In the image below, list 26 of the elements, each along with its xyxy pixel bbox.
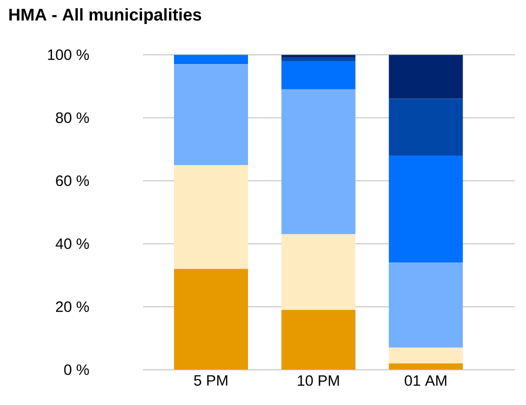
- bar: [281, 54, 356, 58]
- chart-title: HMA - All municipalities: [9, 8, 202, 24]
- x-tick-label: 5 PM: [194, 375, 228, 386]
- bar: [174, 54, 248, 64]
- bar: [388, 156, 463, 263]
- y-tick-label: 0 %: [64, 364, 89, 376]
- bar: [174, 64, 248, 165]
- bar: [388, 54, 463, 99]
- bar: [174, 268, 248, 370]
- bar: [281, 310, 356, 370]
- y-tick-label: 60 %: [56, 175, 89, 186]
- bar: [388, 98, 463, 156]
- bar: [388, 348, 463, 364]
- x-tick-label: 01 AM: [404, 375, 446, 386]
- bar: [388, 363, 463, 370]
- x-tick-label: 10 PM: [298, 375, 339, 386]
- bar: [281, 58, 356, 61]
- bar: [174, 164, 248, 269]
- bar: [281, 234, 356, 310]
- y-tick-label: 40 %: [56, 238, 89, 250]
- y-tick-label: 100 %: [48, 49, 89, 60]
- bar: [281, 89, 356, 234]
- bar: [388, 262, 463, 348]
- bar: [281, 61, 356, 90]
- y-tick-label: 80 %: [56, 112, 89, 124]
- y-tick-label: 20 %: [56, 301, 89, 312]
